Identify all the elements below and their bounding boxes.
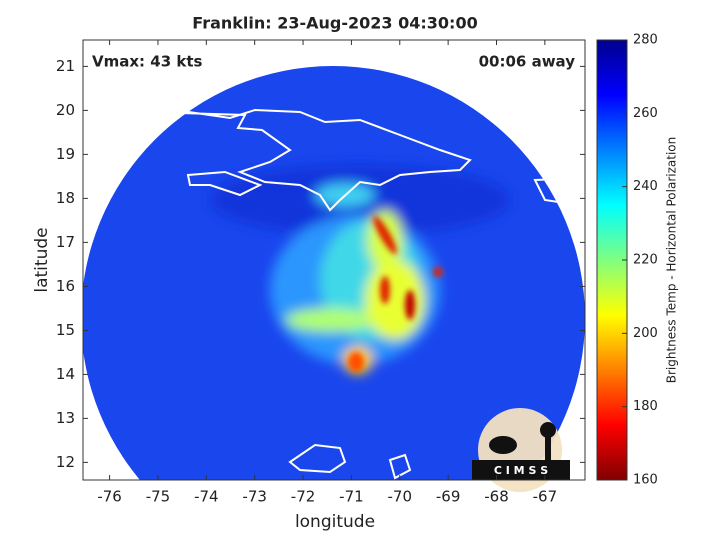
x-tick-label: -71 xyxy=(339,488,364,506)
y-tick-label: 19 xyxy=(56,145,75,163)
x-tick-label: -72 xyxy=(291,488,316,506)
y-tick-label: 16 xyxy=(56,277,75,295)
x-tick-label: -76 xyxy=(97,488,122,506)
colorbar-tick-label: 180 xyxy=(633,399,658,414)
x-tick-label: -69 xyxy=(436,488,461,506)
plot-frame xyxy=(82,39,586,481)
annotation: 00:06 away xyxy=(479,53,576,71)
y-tick-label: 21 xyxy=(56,57,75,75)
y-axis-label: latitude xyxy=(32,227,52,292)
annotation: Vmax: 43 kts xyxy=(92,53,202,71)
x-tick-label: -70 xyxy=(388,488,413,506)
colorbar-tick-label: 260 xyxy=(633,106,658,121)
x-tick-label: -75 xyxy=(146,488,171,506)
chart-title: Franklin: 23-Aug-2023 04:30:00 xyxy=(192,14,477,33)
colorbar-tick-label: 200 xyxy=(633,326,658,341)
colorbar-tick-label: 220 xyxy=(633,253,658,268)
y-tick-label: 18 xyxy=(56,189,75,207)
y-tick-label: 20 xyxy=(56,101,75,119)
y-tick-label: 17 xyxy=(56,233,75,251)
colorbar-label: Brightness Temp - Horizontal Polarizatio… xyxy=(665,137,679,384)
y-tick-label: 14 xyxy=(56,365,75,383)
x-tick-label: -73 xyxy=(242,488,267,506)
x-tick-label: -68 xyxy=(484,488,509,506)
colorbar-tick-label: 160 xyxy=(633,473,658,488)
colorbar-tick-label: 240 xyxy=(633,179,658,194)
y-tick-label: 15 xyxy=(56,321,75,339)
colorbar-tick-label: 280 xyxy=(633,33,658,48)
x-tick-label: -67 xyxy=(533,488,558,506)
x-axis-label: longitude xyxy=(295,512,375,532)
y-tick-label: 12 xyxy=(56,453,75,471)
swath xyxy=(83,53,585,480)
logo-text: C I M S S xyxy=(494,464,548,477)
y-tick-label: 13 xyxy=(56,409,75,427)
x-tick-label: -74 xyxy=(194,488,219,506)
